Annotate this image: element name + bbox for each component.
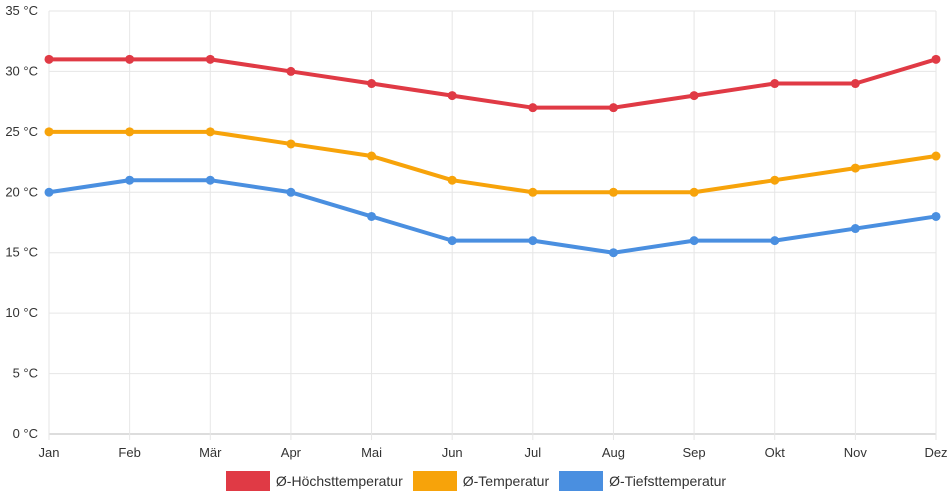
legend-item-min[interactable]: Ø-Tiefsttemperatur [559, 471, 726, 491]
series-line-0 [47, 57, 938, 110]
data-point [125, 175, 135, 185]
legend-label-avg: Ø-Temperatur [462, 473, 550, 489]
x-tick-label: Jun [442, 445, 463, 460]
data-point [447, 236, 457, 246]
data-point [608, 248, 618, 258]
data-point [125, 54, 135, 64]
data-point [367, 79, 377, 89]
data-point [447, 91, 457, 101]
x-tick-label: Nov [844, 445, 868, 460]
data-point [44, 187, 54, 197]
y-tick-label: 0 °C [13, 426, 38, 441]
x-tick-label: Feb [118, 445, 140, 460]
chart-legend: Ø-Höchsttemperatur Ø-Temperatur Ø-Tiefst… [0, 471, 952, 491]
data-point [689, 187, 699, 197]
y-tick-label: 10 °C [5, 305, 38, 320]
data-point [850, 163, 860, 173]
legend-swatch-min [559, 471, 604, 491]
x-tick-label: Jul [525, 445, 542, 460]
data-point [44, 54, 54, 64]
legend-label-min: Ø-Tiefsttemperatur [609, 473, 727, 489]
data-point [367, 151, 377, 161]
data-point [44, 127, 54, 137]
y-tick-label: 20 °C [5, 184, 38, 199]
data-point [205, 127, 215, 137]
legend-label-max: Ø-Höchsttemperatur [275, 473, 403, 489]
data-point [528, 236, 538, 246]
x-tick-label: Mai [361, 445, 382, 460]
series-points [44, 54, 941, 258]
y-tick-label: 15 °C [5, 245, 38, 260]
data-point [286, 139, 296, 149]
y-tick-label: 30 °C [5, 63, 38, 78]
data-point [770, 175, 780, 185]
data-point [528, 187, 538, 197]
data-point [931, 151, 941, 161]
data-point [286, 66, 296, 76]
data-point [770, 79, 780, 89]
y-axis-ticks: 0 °C 5 °C 10 °C 15 °C 20 °C 25 °C 30 °C 35 °C [5, 3, 38, 441]
data-point [528, 103, 538, 113]
grid-lines [48, 10, 937, 440]
legend-item-max[interactable]: Ø-Höchsttemperatur [225, 471, 403, 491]
data-point [286, 187, 296, 197]
series-lines [47, 57, 938, 255]
data-point [850, 224, 860, 234]
series-line-2 [47, 178, 938, 255]
data-point [125, 127, 135, 137]
x-tick-label: Sep [683, 445, 706, 460]
data-point [689, 91, 699, 101]
data-point [205, 175, 215, 185]
x-tick-label: Dez [924, 445, 947, 460]
x-tick-label: Jan [39, 445, 60, 460]
data-point [608, 103, 618, 113]
legend-swatch-max [225, 471, 270, 491]
data-point [447, 175, 457, 185]
x-tick-label: Aug [602, 445, 625, 460]
series-line-1 [47, 129, 938, 195]
chart-plot-area: 0 °C 5 °C 10 °C 15 °C 20 °C 25 °C 30 °C 35 °C J… [5, 3, 948, 460]
data-point [931, 54, 941, 64]
data-point [689, 236, 699, 246]
legend-item-avg[interactable]: Ø-Temperatur [412, 471, 550, 491]
x-tick-label: Apr [281, 445, 302, 460]
data-point [205, 54, 215, 64]
data-point [850, 79, 860, 89]
legend-swatch-avg [412, 471, 457, 491]
data-point [931, 211, 941, 221]
data-point [608, 187, 618, 197]
data-point [770, 236, 780, 246]
y-tick-label: 25 °C [5, 124, 38, 139]
y-tick-label: 35 °C [5, 3, 38, 18]
x-tick-label: Okt [765, 445, 786, 460]
y-tick-label: 5 °C [13, 366, 38, 381]
x-tick-label: Mär [199, 445, 222, 460]
x-axis-ticks: Jan Feb Mär Apr Mai Jun Jul Aug Sep Okt Nov Dez [39, 445, 948, 460]
data-point [367, 211, 377, 221]
